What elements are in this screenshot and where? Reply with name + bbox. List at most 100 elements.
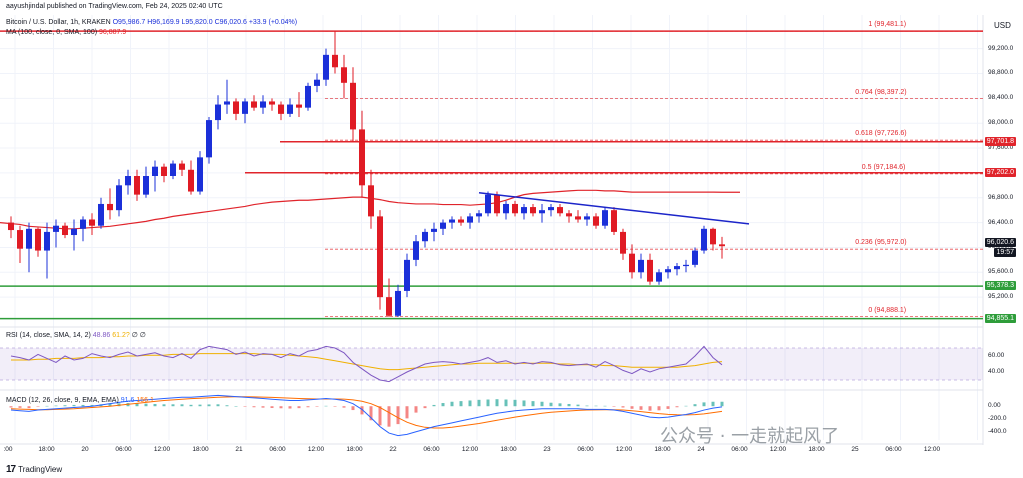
trendline-path <box>478 192 750 225</box>
candle-body <box>71 228 77 236</box>
macd-histogram-bar <box>387 406 391 427</box>
candle-body <box>17 230 23 249</box>
macd-histogram-bar <box>576 404 580 407</box>
candle-body <box>485 194 491 214</box>
x-tick-label: 18:00 <box>38 446 55 453</box>
rsi-label: RSI (14, close, SMA, 14, 2) <box>6 332 91 339</box>
candle-body <box>269 101 275 105</box>
candle-body <box>611 210 617 232</box>
rsi-value-3: ∅ <box>131 332 138 339</box>
candle-body <box>404 259 410 291</box>
macd-histogram-bar <box>513 399 517 407</box>
rsi-tick-label: 60.00 <box>988 352 1005 359</box>
x-tick-label: 25 <box>851 446 859 453</box>
symbol-title[interactable]: Bitcoin / U.S. Dollar, 1h, KRAKEN O95,98… <box>6 19 297 26</box>
macd-histogram-bar <box>486 399 490 407</box>
macd-histogram-bar <box>153 403 157 407</box>
x-tick-label: 21 <box>235 446 243 453</box>
rsi-legend[interactable]: RSI (14, close, SMA, 14, 2) 48.86 61.2? … <box>6 331 146 339</box>
macd-histogram-bar <box>333 406 337 407</box>
candle-body <box>125 176 131 186</box>
x-tick-label: 18:00 <box>346 446 363 453</box>
macd-histogram-bar <box>324 405 328 407</box>
candle-body <box>98 203 104 226</box>
x-tick-label: 18:00 <box>192 446 209 453</box>
candle-body <box>35 228 41 251</box>
candle-body <box>215 104 221 121</box>
rsi-tick-label: 40.00 <box>988 368 1005 375</box>
macd-histogram-bar <box>630 406 634 409</box>
price-line-tag: 95,378.3 <box>984 281 1016 291</box>
macd-histogram-bar <box>657 406 661 411</box>
macd-histogram-bar <box>189 404 193 407</box>
macd-histogram-bar <box>432 404 436 407</box>
macd-histogram-bar <box>648 406 652 411</box>
publisher-line: aayushjindal published on TradingView.co… <box>6 3 223 10</box>
candle-body <box>368 185 374 217</box>
rsi-path <box>10 345 723 383</box>
candle-body <box>89 219 95 226</box>
macd-tick-label: 0.00 <box>988 402 1001 410</box>
x-tick-label: 18:00 <box>654 446 671 453</box>
rsi-ma-path <box>11 353 723 371</box>
ma-label: MA (100, close, 0, SMA, 100) <box>6 29 98 36</box>
candle-body <box>683 264 689 267</box>
candle-body <box>233 101 239 114</box>
y-tick-label: 96,800.0 <box>988 193 1014 201</box>
rsi-value-4: ∅ <box>139 332 146 339</box>
candle-body <box>620 231 626 254</box>
rsi-value-2: 61.2? <box>112 332 130 339</box>
macd-value-1: 91.6 <box>120 397 135 404</box>
candle-body <box>242 101 248 114</box>
candle-body <box>458 219 464 223</box>
trendline[interactable] <box>478 192 750 225</box>
macd-histogram-bar <box>45 405 49 407</box>
macd-histogram-bar <box>108 403 112 407</box>
y-tick-label: 98,400.0 <box>988 94 1014 102</box>
fib-level-label: 1 (99,481.1) <box>868 21 907 29</box>
x-tick-label: 12:00 <box>461 446 479 453</box>
candle-body <box>305 85 311 108</box>
candle-body <box>647 259 653 282</box>
macd-histogram-bar <box>693 404 697 407</box>
candle-body <box>332 54 338 68</box>
candle-body <box>440 222 446 229</box>
candle-body <box>197 157 203 192</box>
candle-body <box>251 101 257 108</box>
macd-histogram-bar <box>378 406 382 426</box>
macd-histogram-bar <box>315 406 319 407</box>
candle-body <box>467 216 473 223</box>
macd-histogram-bar <box>450 401 454 407</box>
y-tick-label: 99,200.0 <box>988 44 1014 52</box>
candle-body <box>134 176 140 195</box>
candle-body <box>521 207 527 214</box>
candle-body <box>422 231 428 242</box>
candle-body <box>449 219 455 223</box>
x-tick-label: 12:00 <box>923 446 941 453</box>
macd-histogram-bar <box>18 406 22 408</box>
candle-body <box>512 203 518 214</box>
macd-legend[interactable]: MACD (12, 26, close, 9, EMA, EMA) 91.6 1… <box>6 397 154 404</box>
candle-body <box>584 216 590 220</box>
fib-level-label: 0 (94,888.1) <box>868 306 907 314</box>
macd-pane <box>9 394 724 437</box>
macd-histogram-bar <box>81 404 85 407</box>
macd-histogram-bar <box>90 404 94 407</box>
y-tick-label: 96,400.0 <box>988 218 1014 226</box>
countdown-tag: 19:57 <box>994 248 1016 258</box>
tradingview-footer[interactable]: 17 TradingView <box>6 464 62 475</box>
ohlc-values: O95,986.7 H96,169.9 L95,820.0 C96,020.6 … <box>112 19 298 26</box>
macd-tick-label: -200.0 <box>988 415 1007 422</box>
x-tick-label: 12:00 <box>307 446 325 453</box>
macd-histogram-bar <box>36 406 40 407</box>
macd-histogram-bar <box>549 402 553 407</box>
y-tick-label: 98,000.0 <box>988 119 1014 127</box>
ma-legend[interactable]: MA (100, close, 0, SMA, 100) 96,887.9 <box>6 29 126 36</box>
macd-histogram-bar <box>225 405 229 407</box>
macd-histogram-bar <box>495 399 499 407</box>
macd-histogram-bar <box>567 403 571 407</box>
x-tick-label: :00 <box>3 446 13 453</box>
macd-path <box>10 394 723 437</box>
macd-histogram-bar <box>261 406 265 408</box>
